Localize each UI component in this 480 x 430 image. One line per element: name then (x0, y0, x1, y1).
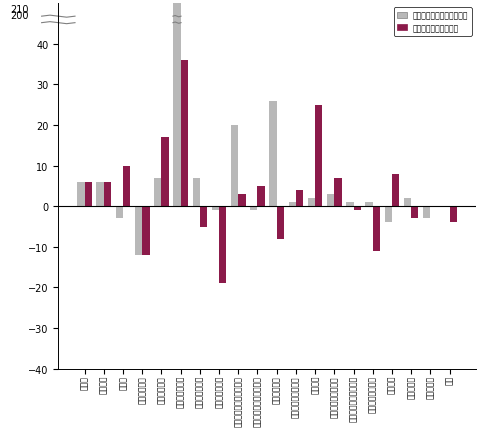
Bar (327, 195, 334, 207)
Bar (180, 61, 188, 207)
Bar (411, 207, 419, 219)
Bar (315, 105, 323, 207)
Bar (96, 182, 104, 207)
Bar (392, 174, 399, 207)
Bar (238, 195, 246, 207)
Bar (104, 182, 111, 207)
Bar (212, 207, 219, 211)
Bar (288, 203, 296, 207)
Bar (161, 138, 168, 207)
Bar (365, 203, 372, 207)
Legend: 前月比（季節調整済指数）, 前年同月比（原指数）: 前月比（季節調整済指数）, 前年同月比（原指数） (394, 8, 472, 37)
Bar (404, 199, 411, 207)
Bar (123, 166, 130, 207)
Bar (257, 187, 265, 207)
Bar (219, 207, 227, 284)
Bar (231, 126, 238, 207)
Bar (116, 207, 123, 219)
Bar (308, 199, 315, 207)
Bar (296, 190, 303, 207)
Bar (173, 4, 180, 207)
Bar (372, 207, 380, 252)
Bar (334, 178, 342, 207)
Bar (142, 207, 149, 255)
Bar (84, 182, 92, 207)
Text: 210: 210 (11, 5, 29, 15)
Bar (276, 207, 284, 239)
Bar (450, 207, 457, 223)
Text: 200: 200 (11, 11, 29, 22)
Bar (135, 207, 142, 255)
Bar (423, 207, 431, 219)
Bar (154, 178, 161, 207)
Bar (346, 203, 353, 207)
Bar (200, 207, 207, 227)
Bar (353, 207, 361, 211)
Bar (269, 101, 276, 207)
Bar (384, 207, 392, 223)
Bar (77, 182, 84, 207)
Bar (250, 207, 257, 211)
Bar (192, 178, 200, 207)
